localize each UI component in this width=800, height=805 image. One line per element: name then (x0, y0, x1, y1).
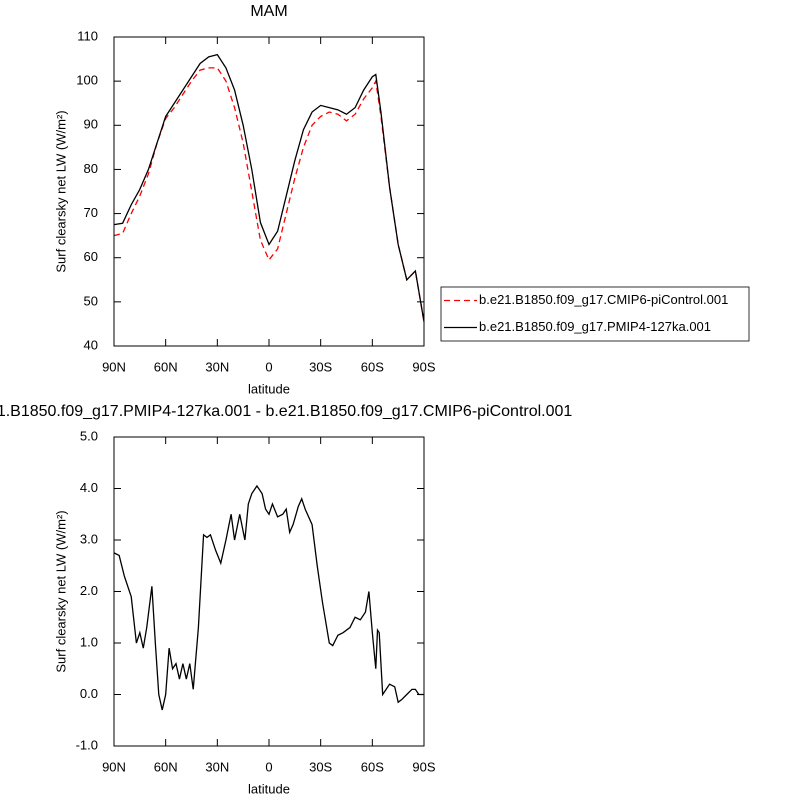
y-tick-label: 1.0 (80, 634, 98, 649)
x-tick-label: 90N (102, 359, 126, 374)
x-tick-label: 0 (265, 759, 272, 774)
y-tick-label: 80 (84, 161, 98, 176)
y-tick-label: 60 (84, 249, 98, 264)
y-tick-label: 40 (84, 337, 98, 352)
y-tick-label: 70 (84, 205, 98, 220)
x-tick-label: 30S (309, 759, 332, 774)
x-tick-label: 60S (361, 359, 384, 374)
y-axis-label: Surf clearsky net LW (W/m²) (53, 510, 68, 672)
y-tick-label: 90 (84, 117, 98, 132)
x-axis-label: latitude (248, 781, 290, 796)
data-line (113, 484, 424, 711)
x-tick-label: 30S (309, 359, 332, 374)
plot-frame (113, 36, 425, 347)
x-tick-label: 60N (154, 759, 178, 774)
x-tick-label: 30N (205, 359, 229, 374)
y-tick-label: 100 (76, 73, 98, 88)
y-tick-label: 4.0 (80, 480, 98, 495)
chart-title: b.e21.B1850.f09_g17.PMIP4-127ka.001 - b.… (0, 403, 572, 420)
legend-label: b.e21.B1850.f09_g17.CMIP6-piControl.001 (479, 292, 728, 307)
y-tick-label: 5.0 (80, 428, 98, 443)
legend-label: b.e21.B1850.f09_g17.PMIP4-127ka.001 (479, 319, 711, 334)
data-line (113, 67, 425, 322)
y-tick-label: 0.0 (80, 686, 98, 701)
x-tick-label: 90S (412, 359, 435, 374)
x-tick-label: 30N (205, 759, 229, 774)
legend-box (440, 286, 750, 342)
x-tick-label: 60N (154, 359, 178, 374)
data-line (113, 53, 425, 322)
x-tick-label: 90N (102, 759, 126, 774)
x-tick-label: 0 (265, 359, 272, 374)
x-tick-label: 60S (361, 759, 384, 774)
y-tick-label: 3.0 (80, 531, 98, 546)
y-tick-label: 2.0 (80, 583, 98, 598)
y-tick-label: 110 (77, 28, 98, 43)
y-tick-label: 50 (84, 293, 98, 308)
y-axis-label: Surf clearsky net LW (W/m²) (53, 110, 68, 272)
chart-title: MAM (250, 3, 287, 20)
y-tick-label: -1.0 (76, 737, 98, 752)
plot-frame (113, 436, 425, 747)
x-axis-label: latitude (248, 381, 290, 396)
x-tick-label: 90S (412, 759, 435, 774)
